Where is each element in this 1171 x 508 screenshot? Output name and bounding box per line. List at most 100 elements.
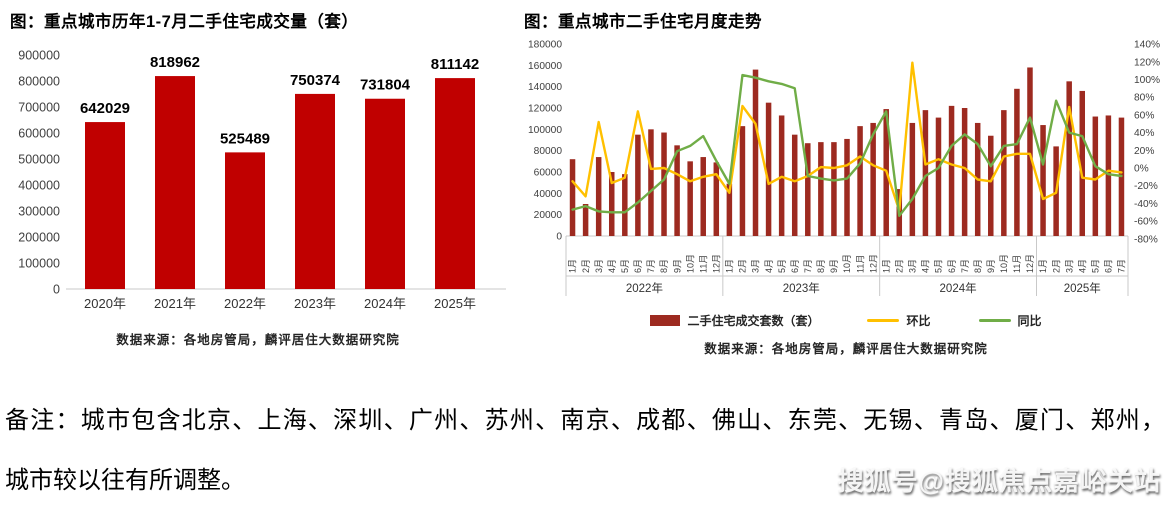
right-tick-label: 120% bbox=[1134, 57, 1160, 68]
bar bbox=[961, 108, 968, 236]
left-chart-plot: 0 100000 200000 300000 400000 500000 600000 700… bbox=[18, 49, 506, 311]
month-tick-label: 1月 bbox=[568, 259, 578, 273]
month-tick-label: 11月 bbox=[1012, 255, 1022, 273]
legend-item-yoy: 同比 bbox=[978, 312, 1042, 329]
yoy-line bbox=[571, 73, 1123, 218]
left-tick-label: 60000 bbox=[534, 168, 563, 179]
month-tick-label: 4月 bbox=[607, 259, 617, 273]
bar bbox=[752, 69, 759, 236]
right-chart-plot: 0 20000 40000 60000 80000 100000 120000 140000 1… bbox=[528, 40, 1160, 296]
month-tick-label: 4月 bbox=[764, 259, 774, 273]
month-tick-label: 8月 bbox=[659, 259, 669, 273]
right-tick-label: 140% bbox=[1134, 40, 1160, 51]
month-tick-label: 12月 bbox=[868, 254, 878, 273]
month-tick-label: 9月 bbox=[829, 259, 839, 273]
bar bbox=[687, 161, 693, 236]
bar bbox=[674, 145, 680, 236]
bar bbox=[622, 174, 628, 236]
bar bbox=[365, 98, 405, 289]
y-tick-label: 400000 bbox=[18, 179, 60, 193]
month-tick-label: 12月 bbox=[1025, 254, 1035, 273]
month-tick-label: 6月 bbox=[633, 259, 643, 273]
month-tick-label: 5月 bbox=[777, 259, 787, 273]
bar-value-label: 818962 bbox=[150, 54, 200, 71]
y-tick-label: 300000 bbox=[18, 205, 60, 219]
legend-label-yoy: 同比 bbox=[1017, 314, 1042, 328]
bar bbox=[1027, 67, 1033, 236]
month-tick-label: 5月 bbox=[934, 259, 944, 273]
month-tick-label: 9月 bbox=[986, 259, 996, 273]
right-chart-title: 图：重点城市二手住宅月度走势 bbox=[524, 13, 762, 31]
legend-item-mom: 环比 bbox=[867, 312, 931, 329]
left-tick-label: 100000 bbox=[528, 125, 562, 136]
bar bbox=[700, 157, 706, 236]
mom-line-swatch-icon bbox=[867, 318, 900, 323]
mom-line bbox=[571, 61, 1123, 212]
month-tick-label: 10月 bbox=[842, 254, 852, 273]
bar-value-label: 811142 bbox=[431, 56, 479, 73]
month-tick-label: 5月 bbox=[620, 259, 630, 273]
bar bbox=[225, 152, 265, 289]
y-tick-label: 100000 bbox=[18, 257, 60, 271]
x-category-label: 2024年 bbox=[364, 296, 406, 311]
bar-swatch-icon bbox=[650, 315, 681, 326]
x-category-label: 2022年 bbox=[224, 296, 266, 311]
x-category-label: 2020年 bbox=[84, 296, 126, 311]
bar bbox=[765, 102, 772, 237]
month-tick-label: 12月 bbox=[712, 254, 722, 273]
left-tick-label: 140000 bbox=[528, 82, 562, 93]
right-tick-label: 0% bbox=[1134, 164, 1149, 175]
bar bbox=[831, 142, 837, 236]
bar bbox=[909, 122, 916, 236]
note-line-1: 备注：城市包含北京、上海、深圳、广州、苏州、南京、成都、佛山、东莞、无锡、青岛、… bbox=[5, 408, 1165, 434]
month-tick-label: 6月 bbox=[1104, 259, 1114, 273]
year-group-label: 2022年 bbox=[626, 281, 663, 295]
month-tick-label: 5月 bbox=[1091, 259, 1101, 273]
legend-item-bars: 二手住宅成交套数（套） bbox=[650, 312, 819, 329]
month-tick-label: 7月 bbox=[960, 259, 970, 273]
bar-value-label: 642029 bbox=[80, 100, 130, 117]
bar bbox=[857, 126, 863, 236]
y-tick-label: 200000 bbox=[18, 231, 60, 245]
month-tick-label: 8月 bbox=[973, 259, 983, 273]
bar bbox=[818, 142, 824, 236]
bar bbox=[648, 129, 654, 236]
month-tick-label: 3月 bbox=[751, 259, 761, 273]
bar bbox=[1001, 110, 1007, 236]
month-tick-label: 4月 bbox=[921, 259, 931, 273]
bar bbox=[805, 143, 811, 236]
bar bbox=[582, 204, 589, 236]
y-tick-label: 800000 bbox=[18, 75, 60, 89]
bar bbox=[608, 172, 615, 236]
left-tick-label: 40000 bbox=[534, 189, 563, 200]
month-tick-label: 2月 bbox=[1051, 259, 1061, 273]
left-tick-label: 120000 bbox=[528, 104, 562, 115]
right-chart-legend: 二手住宅成交套数（套） 环比 同比 bbox=[522, 312, 1170, 329]
bar bbox=[1014, 88, 1020, 236]
month-tick-label: 7月 bbox=[646, 259, 656, 273]
bar bbox=[569, 159, 576, 236]
left-chart: 图：重点城市历年1-7月二手住宅成交量（套） 0 100000 200000 3000… bbox=[8, 6, 508, 348]
month-tick-label: 10月 bbox=[999, 254, 1009, 273]
month-tick-label: 6月 bbox=[790, 259, 800, 273]
right-tick-label: 20% bbox=[1134, 146, 1154, 157]
bar-value-label: 731804 bbox=[360, 77, 411, 94]
right-tick-label: -40% bbox=[1134, 199, 1158, 210]
bar bbox=[595, 157, 602, 236]
right-tick-label: 80% bbox=[1134, 93, 1154, 104]
bar bbox=[1040, 125, 1046, 236]
bar-value-label: 750374 bbox=[290, 72, 341, 89]
bar bbox=[85, 122, 125, 290]
right-tick-label: 40% bbox=[1134, 128, 1154, 139]
bar bbox=[1066, 81, 1072, 236]
month-tick-label: 7月 bbox=[803, 259, 813, 273]
bar bbox=[844, 138, 850, 236]
y-tick-label: 600000 bbox=[18, 127, 60, 141]
year-group-label: 2024年 bbox=[940, 281, 977, 295]
month-tick-label: 1月 bbox=[725, 259, 735, 273]
left-tick-label: 180000 bbox=[528, 40, 562, 51]
x-category-label: 2021年 bbox=[154, 296, 196, 311]
bar bbox=[1079, 90, 1086, 236]
bar bbox=[1105, 115, 1112, 236]
